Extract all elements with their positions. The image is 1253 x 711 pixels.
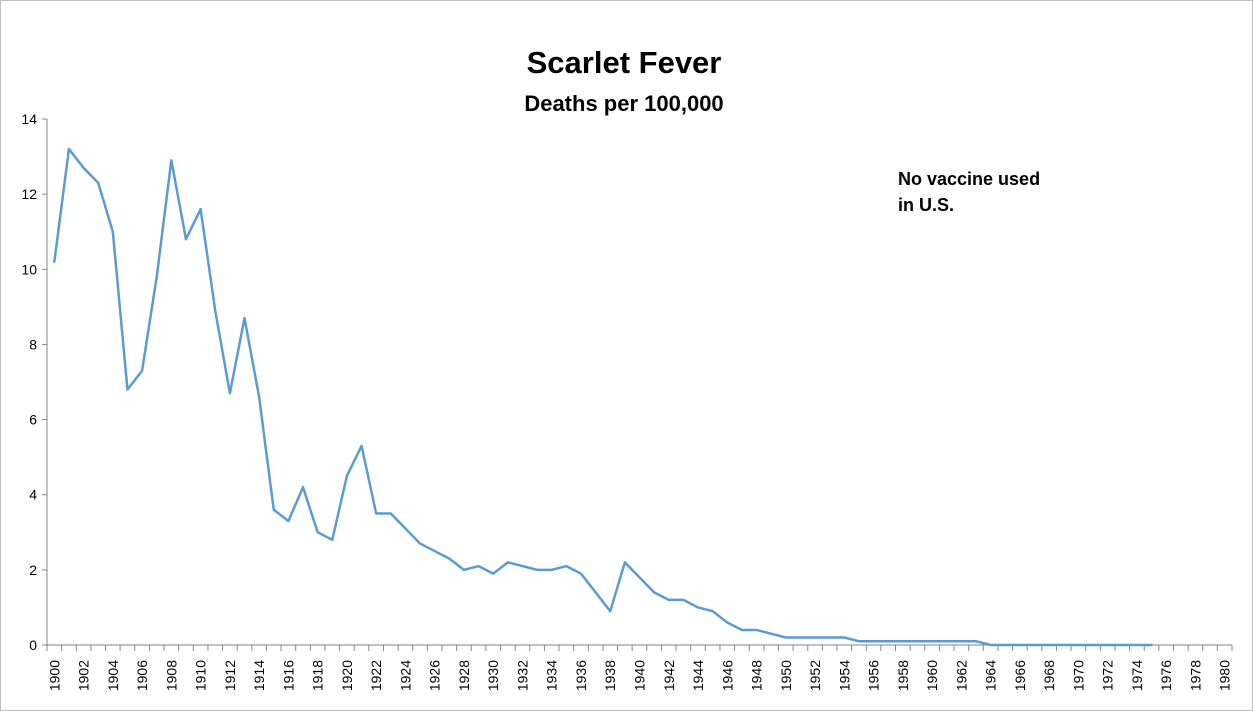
x-tick-label: 1920 bbox=[339, 660, 355, 691]
x-tick-label: 1978 bbox=[1187, 660, 1203, 691]
vaccine-annotation: No vaccine used in U.S. bbox=[898, 166, 1098, 218]
x-tick-label: 1906 bbox=[134, 660, 150, 691]
y-tick-label: 10 bbox=[21, 261, 37, 277]
y-tick-label: 0 bbox=[29, 637, 37, 653]
x-tick-label: 1938 bbox=[602, 660, 618, 691]
x-tick-label: 1940 bbox=[632, 660, 648, 691]
x-tick-label: 1936 bbox=[573, 660, 589, 691]
x-tick-label: 1958 bbox=[895, 660, 911, 691]
x-tick-label: 1922 bbox=[368, 660, 384, 691]
x-tick-label: 1954 bbox=[836, 660, 852, 691]
x-tick-label: 1952 bbox=[807, 660, 823, 691]
chart-subtitle: Deaths per 100,000 bbox=[524, 91, 724, 116]
x-tick-label: 1956 bbox=[866, 660, 882, 691]
y-tick-label: 8 bbox=[29, 336, 37, 352]
x-tick-label: 1972 bbox=[1100, 660, 1116, 691]
x-tick-label: 1910 bbox=[193, 660, 209, 691]
x-tick-label: 1912 bbox=[222, 660, 238, 691]
x-tick-label: 1944 bbox=[690, 660, 706, 691]
x-tick-label: 1916 bbox=[280, 660, 296, 691]
y-tick-label: 12 bbox=[21, 186, 37, 202]
x-tick-label: 1930 bbox=[485, 660, 501, 691]
x-tick-label: 1904 bbox=[105, 660, 121, 691]
x-tick-label: 1924 bbox=[397, 660, 413, 691]
x-tick-label: 1980 bbox=[1217, 660, 1233, 691]
y-tick-label: 14 bbox=[21, 111, 37, 127]
x-tick-label: 1948 bbox=[749, 660, 765, 691]
x-tick-label: 1918 bbox=[310, 660, 326, 691]
y-tick-label: 4 bbox=[29, 487, 37, 503]
x-tick-label: 1928 bbox=[456, 660, 472, 691]
x-tick-label: 1914 bbox=[251, 660, 267, 691]
chart-title: Scarlet Fever bbox=[526, 45, 722, 80]
series-line bbox=[53, 147, 1153, 647]
x-tick-label: 1976 bbox=[1158, 660, 1174, 691]
x-tick-label: 1950 bbox=[778, 660, 794, 691]
x-tick-label: 1946 bbox=[719, 660, 735, 691]
x-tick-label: 1974 bbox=[1129, 660, 1145, 691]
x-tick-label: 1926 bbox=[427, 660, 443, 691]
annotation-line-2: in U.S. bbox=[898, 195, 955, 215]
x-tick-label: 1900 bbox=[46, 660, 62, 691]
x-tick-label: 1942 bbox=[661, 660, 677, 691]
x-tick-label: 1962 bbox=[953, 660, 969, 691]
y-tick-label: 6 bbox=[29, 412, 37, 428]
x-tick-label: 1968 bbox=[1041, 660, 1057, 691]
x-tick-label: 1934 bbox=[544, 660, 560, 691]
annotation-line-1: No vaccine used bbox=[898, 169, 1041, 189]
x-tick-label: 1960 bbox=[924, 660, 940, 691]
y-tick-label: 2 bbox=[29, 562, 37, 578]
x-tick-label: 1932 bbox=[514, 660, 530, 691]
x-tick-label: 1902 bbox=[76, 660, 92, 691]
x-tick-label: 1908 bbox=[163, 660, 179, 691]
x-tick-label: 1964 bbox=[983, 660, 999, 691]
x-tick-label: 1966 bbox=[1012, 660, 1028, 691]
x-tick-label: 1970 bbox=[1070, 660, 1086, 691]
